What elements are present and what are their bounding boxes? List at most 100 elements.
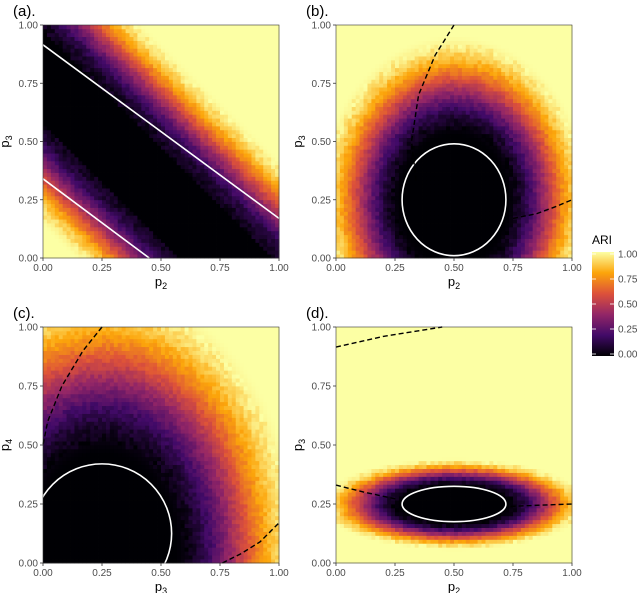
heatmap-cell (267, 246, 272, 251)
heatmap-cell (263, 63, 268, 69)
heatmap-cell (66, 160, 71, 166)
heatmap-cell (70, 164, 75, 170)
heatmap-cell (78, 79, 83, 84)
heatmap-cell (43, 176, 48, 181)
heatmap-cell (184, 230, 189, 236)
heatmap-cell (406, 242, 412, 247)
heatmap-cell (86, 56, 91, 61)
heatmap-cell (129, 223, 134, 228)
heatmap-cell (157, 40, 162, 45)
heatmap-cell (351, 199, 357, 205)
heatmap-cell (379, 234, 384, 239)
heatmap-cell (74, 254, 79, 259)
heatmap-cell (74, 246, 79, 251)
heatmap-cell (220, 71, 225, 76)
heatmap-cell (54, 215, 60, 220)
heatmap-cell (149, 223, 154, 228)
heatmap-cell (121, 242, 126, 247)
heatmap-cell (220, 91, 225, 96)
heatmap-cell (172, 164, 178, 170)
heatmap-cell (78, 164, 83, 170)
heatmap-cell (141, 71, 146, 76)
heatmap-cell (188, 137, 193, 142)
heatmap-cell (98, 114, 103, 119)
heatmap-cell (125, 157, 130, 162)
heatmap-cell (359, 83, 364, 88)
heatmap-cell (164, 28, 170, 34)
heatmap-cell (223, 102, 229, 107)
heatmap-cell (227, 199, 233, 205)
heatmap-cell (102, 188, 107, 193)
heatmap-cell (102, 203, 107, 208)
heatmap-cell (141, 254, 146, 259)
heatmap-cell (410, 137, 416, 142)
heatmap-cell (406, 153, 412, 158)
heatmap-cell (271, 118, 276, 123)
heatmap-cell (180, 137, 185, 142)
heatmap-cell (410, 160, 416, 166)
heatmap-cell (176, 172, 182, 177)
heatmap-cell (141, 172, 146, 177)
heatmap-cell (66, 164, 71, 170)
heatmap-cell (379, 56, 384, 61)
heatmap-cell (164, 110, 170, 115)
heatmap-cell (212, 94, 217, 100)
heatmap-cell (271, 94, 276, 100)
heatmap-cell (82, 184, 87, 189)
heatmap-cell (141, 246, 146, 251)
heatmap-cell (402, 168, 408, 173)
heatmap-cell (383, 48, 388, 53)
heatmap-cell (200, 75, 205, 80)
heatmap-cell (414, 254, 419, 259)
heatmap-cell (363, 118, 368, 123)
heatmap-cell (153, 203, 158, 208)
heatmap-cell (351, 83, 357, 88)
heatmap-cell (133, 242, 138, 247)
heatmap-cell (105, 191, 111, 197)
heatmap-cell (347, 176, 353, 181)
heatmap-cell (161, 122, 166, 127)
heatmap-cell (243, 168, 248, 173)
heatmap-cell (121, 91, 126, 96)
heatmap-cell (78, 215, 83, 220)
heatmap-cell (235, 184, 241, 189)
heatmap-cell (176, 59, 182, 65)
heatmap-cell (161, 230, 166, 236)
heatmap-cell (239, 176, 244, 181)
heatmap-cell (168, 94, 174, 100)
heatmap-cell (339, 98, 345, 104)
heatmap-cell (78, 153, 83, 158)
heatmap-cell (98, 203, 103, 208)
heatmap-cell (239, 149, 244, 154)
heatmap-cell (271, 48, 276, 53)
heatmap-cell (410, 36, 416, 41)
heatmap-cell (145, 242, 150, 247)
heatmap-cell (121, 137, 126, 142)
heatmap-cell (172, 56, 178, 61)
heatmap-cell (414, 25, 419, 30)
heatmap-cell (157, 219, 162, 224)
heatmap-cell (343, 71, 349, 76)
heatmap-cell (192, 250, 197, 255)
heatmap-cell (133, 63, 138, 69)
heatmap-cell (263, 79, 268, 84)
heatmap-cell (204, 102, 209, 107)
heatmap-cell (62, 83, 67, 88)
heatmap-cell (98, 118, 103, 123)
heatmap-cell (367, 28, 372, 34)
heatmap-cell (391, 106, 396, 111)
heatmap-cell (94, 56, 99, 61)
heatmap-cell (359, 246, 364, 251)
heatmap-cell (196, 141, 201, 146)
heatmap-cell (74, 118, 79, 123)
heatmap-cell (231, 230, 237, 236)
heatmap-cell (196, 48, 201, 53)
heatmap-cell (46, 141, 52, 146)
heatmap-cell (153, 176, 158, 181)
heatmap-cell (375, 67, 380, 72)
heatmap-cell (184, 188, 189, 193)
heatmap-cell (66, 118, 71, 123)
heatmap-cell (90, 254, 95, 259)
heatmap-cell (367, 79, 372, 84)
heatmap-cell (418, 56, 423, 61)
